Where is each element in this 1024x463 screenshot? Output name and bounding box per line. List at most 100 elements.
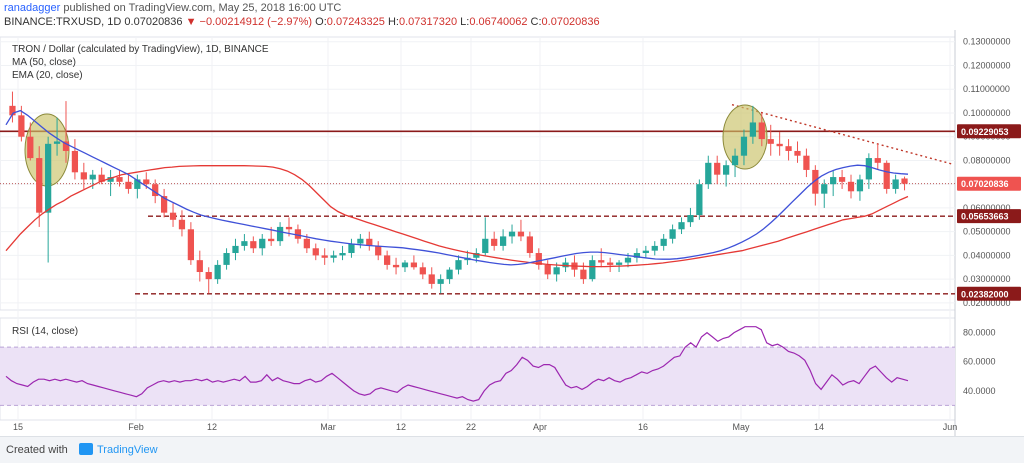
- candle: [865, 153, 872, 189]
- candle-body: [607, 262, 614, 265]
- candle-body: [357, 238, 364, 244]
- candle-body: [18, 115, 25, 137]
- candle-body: [36, 158, 43, 213]
- candle-body: [285, 226, 293, 230]
- candle-body: [303, 238, 310, 249]
- candle: [660, 234, 667, 251]
- candle: [214, 260, 221, 284]
- candle: [678, 217, 685, 235]
- candle-body: [321, 255, 328, 258]
- candle: [785, 139, 792, 161]
- tradingview-brand[interactable]: TradingView: [97, 444, 158, 456]
- publisher-name[interactable]: ranadagger: [4, 2, 61, 14]
- candle-body: [785, 146, 792, 151]
- candle-body: [491, 238, 498, 246]
- legend-rsi: RSI (14, close): [12, 326, 79, 337]
- candle-body: [838, 177, 846, 182]
- level-label-bg: [957, 209, 1021, 224]
- rsi-tick-label: 60.0000: [963, 357, 996, 367]
- candle-body: [758, 122, 765, 140]
- candle: [410, 255, 418, 270]
- candle: [45, 136, 52, 263]
- candle: [259, 234, 266, 256]
- candle: [598, 248, 605, 268]
- time-tick-label: Mar: [320, 422, 336, 432]
- candle-body: [642, 250, 649, 254]
- candle-body: [62, 141, 70, 151]
- price-chart[interactable]: 0.13000000 0.12000000 0.11000000 0.10000000…: [0, 0, 1024, 436]
- candle-body: [615, 262, 623, 265]
- candle-body: [134, 179, 141, 189]
- candle-body: [678, 222, 685, 230]
- rsi-band: [0, 346, 955, 406]
- candle-body: [553, 267, 560, 275]
- candle: [838, 169, 846, 189]
- candle-body: [499, 236, 507, 246]
- candle-body: [143, 179, 150, 185]
- candle: [107, 169, 114, 197]
- candle-body: [705, 162, 712, 185]
- candle-body: [812, 169, 819, 194]
- price-pane-border: [0, 36, 956, 311]
- candle-body: [589, 260, 596, 280]
- candle-body: [651, 245, 658, 251]
- candle: [366, 231, 373, 251]
- candle: [455, 255, 462, 275]
- candle: [830, 169, 837, 197]
- candle: [803, 148, 810, 178]
- candle: [901, 176, 908, 191]
- candle: [446, 267, 453, 284]
- candle: [357, 234, 364, 249]
- candle-body: [98, 174, 105, 182]
- published-text: published on TradingView.com, May 25, 20…: [63, 2, 342, 14]
- candle: [856, 174, 864, 201]
- price-tick-label: 0.02000000: [963, 298, 1011, 308]
- level-label: 0.02382000: [961, 289, 1009, 299]
- candle-body: [45, 143, 52, 213]
- candle: [491, 231, 498, 251]
- candle: [517, 219, 525, 242]
- candle: [794, 141, 801, 163]
- candle-body: [687, 215, 694, 223]
- candle: [80, 162, 87, 189]
- candle: [71, 139, 79, 180]
- candle-body: [892, 179, 899, 189]
- close-value: 0.07020836: [541, 16, 600, 28]
- candle-body: [205, 272, 212, 280]
- time-tick-label: 14: [814, 422, 824, 432]
- candle-body: [348, 243, 355, 254]
- candle: [731, 148, 739, 178]
- candle: [821, 179, 828, 208]
- candle: [330, 250, 337, 263]
- price-tick-label: 0.10000000: [963, 108, 1011, 118]
- last-price-label-bg: [957, 176, 1021, 191]
- candle: [499, 229, 507, 251]
- candle-body: [116, 177, 123, 182]
- candle-body: [847, 181, 855, 192]
- candle: [544, 260, 551, 280]
- candle-body: [696, 184, 703, 216]
- candle: [758, 112, 765, 147]
- low-label: L:: [460, 16, 470, 28]
- time-tick-label: 12: [396, 422, 406, 432]
- candle-body: [731, 155, 739, 166]
- candle-body: [794, 150, 801, 156]
- candle-body: [259, 238, 266, 249]
- candle-body: [633, 253, 641, 258]
- level-label-bg: [957, 286, 1021, 301]
- candle: [160, 188, 168, 218]
- candle-body: [330, 255, 337, 258]
- candle: [339, 245, 346, 261]
- candle: [847, 174, 855, 199]
- candle-body: [767, 139, 774, 144]
- low-value: 0.06740062: [469, 16, 528, 28]
- rsi-line: [5, 326, 909, 402]
- level-label: 0.09229053: [961, 127, 1009, 137]
- candle: [696, 179, 703, 220]
- tradingview-logo-icon[interactable]: [79, 443, 93, 455]
- candle: [812, 165, 819, 206]
- ohlc-line: BINANCE:TRXUSD, 1D 0.07020836 ▼ −0.00214…: [4, 16, 600, 28]
- candle: [607, 257, 614, 273]
- candle: [321, 248, 328, 265]
- time-tick-label: Jun: [943, 422, 958, 432]
